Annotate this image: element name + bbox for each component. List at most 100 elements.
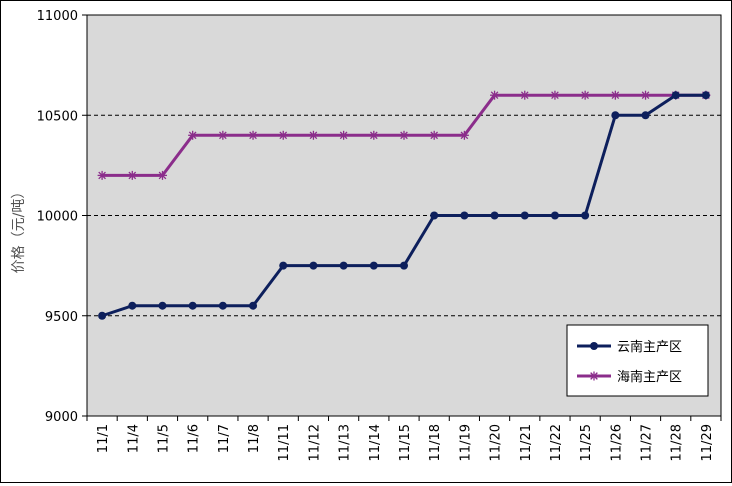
x-tick-label: 11/15 [398, 424, 413, 461]
marker-stroke [219, 131, 227, 140]
marker-stroke [460, 131, 469, 140]
x-tick-label: 11/27 [640, 424, 655, 461]
data-point [157, 170, 167, 180]
data-point [97, 170, 107, 180]
data-point [248, 130, 258, 140]
marker-stroke [641, 91, 650, 100]
x-tick-label: 11/5 [156, 424, 171, 453]
x-tick-label: 11/7 [217, 424, 232, 453]
data-point [218, 301, 227, 310]
data-point [550, 211, 559, 220]
marker-stroke [611, 91, 620, 100]
legend-item: 云南主产区 [577, 339, 682, 355]
x-tick-label: 11/14 [368, 424, 383, 461]
data-point [188, 301, 197, 310]
y-axis-ticks: 9000 9500 10000 10500 11000 [37, 9, 87, 425]
data-point [580, 90, 590, 100]
data-point [671, 91, 680, 100]
marker-stroke [490, 91, 499, 100]
data-point [550, 90, 560, 100]
y-tick-label: 9000 [45, 410, 78, 425]
legend-label: 海南主产区 [617, 369, 682, 385]
data-point [399, 130, 409, 140]
x-tick-label: 11/18 [428, 424, 443, 461]
marker-stroke [339, 131, 348, 140]
marker-stroke [309, 131, 318, 140]
x-tick-label: 11/11 [277, 424, 292, 461]
marker-stroke [520, 91, 529, 100]
y-tick-label: 9500 [45, 310, 78, 325]
x-tick-label: 11/12 [307, 424, 322, 461]
data-point [520, 90, 530, 100]
data-point [400, 261, 408, 270]
data-point [249, 301, 258, 310]
data-point [279, 261, 288, 270]
marker-stroke [98, 171, 106, 180]
x-tick-label: 11/21 [519, 424, 534, 461]
data-point [309, 261, 318, 270]
data-point [158, 301, 167, 310]
legend-marker [590, 342, 598, 350]
legend-label: 云南主产区 [617, 339, 682, 355]
marker-stroke [369, 131, 378, 140]
x-tick-label: 11/19 [458, 424, 473, 461]
marker-stroke [430, 131, 439, 140]
y-tick-label: 10500 [37, 109, 78, 124]
data-point [520, 211, 529, 220]
data-point [339, 261, 348, 270]
data-point [369, 261, 378, 270]
series-layer [97, 90, 711, 320]
x-tick-label: 11/22 [549, 424, 564, 461]
y-tick-label: 10000 [37, 210, 78, 225]
y-axis-label: 价格（元/吨） [11, 185, 27, 274]
y-tick-label: 11000 [37, 9, 78, 24]
data-point [128, 301, 137, 310]
data-point [490, 211, 499, 220]
data-point [641, 111, 650, 120]
data-point [490, 90, 500, 100]
data-point [611, 111, 620, 120]
legend-marker [589, 371, 599, 381]
x-tick-label: 11/26 [609, 424, 624, 461]
x-tick-label: 11/13 [338, 424, 353, 461]
marker-stroke [551, 91, 559, 100]
marker-stroke [590, 372, 598, 380]
data-point [278, 130, 288, 140]
data-point [127, 170, 137, 180]
legend-item: 海南主产区 [577, 369, 682, 385]
x-tick-label: 11/20 [489, 424, 504, 461]
data-point [218, 130, 228, 140]
data-point [98, 311, 107, 320]
marker-stroke [249, 131, 257, 140]
data-point [429, 130, 439, 140]
x-tick-label: 11/29 [700, 424, 715, 461]
x-tick-label: 11/28 [670, 424, 685, 461]
data-point [430, 211, 439, 220]
marker-stroke [581, 91, 589, 100]
data-point [459, 130, 469, 140]
x-tick-label: 11/4 [126, 424, 141, 453]
marker-stroke [128, 171, 137, 180]
x-tick-label: 11/1 [96, 424, 111, 453]
data-point [610, 90, 620, 100]
data-point [641, 90, 651, 100]
x-tick-label: 11/8 [247, 424, 262, 453]
x-tick-label: 11/6 [187, 424, 202, 453]
x-axis-ticks: 11/1 11/4 11/5 11/6 11/7 11/8 11/11 11/12 11/13 1… [86, 416, 722, 461]
marker-stroke [188, 131, 197, 140]
data-point [308, 130, 318, 140]
legend-box [566, 324, 709, 397]
data-point [581, 211, 590, 220]
data-point [339, 130, 349, 140]
series-1 [98, 91, 710, 320]
data-point [701, 91, 710, 100]
data-point [369, 130, 379, 140]
data-point [460, 211, 469, 220]
marker-stroke [279, 131, 288, 140]
x-tick-label: 11/25 [579, 424, 594, 461]
marker-stroke [158, 171, 167, 180]
data-point [188, 130, 198, 140]
